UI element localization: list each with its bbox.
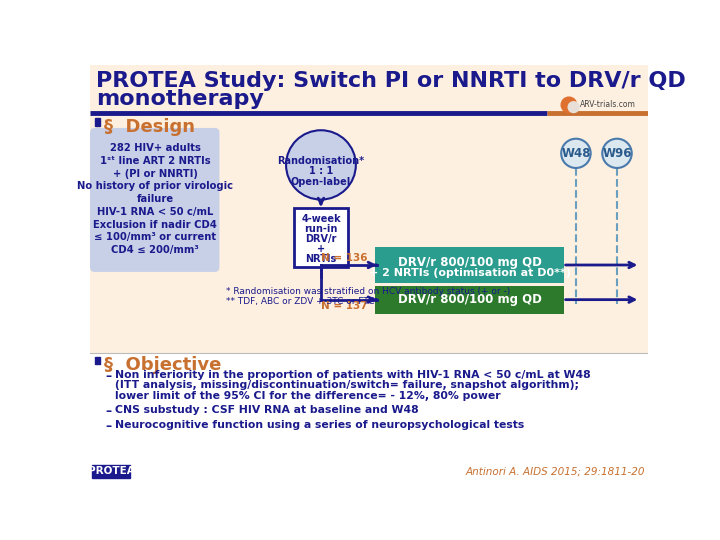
Text: ARV-trials.com: ARV-trials.com: [580, 100, 636, 109]
Text: N = 136: N = 136: [321, 253, 367, 264]
Bar: [90, 65, 648, 354]
Text: §  Design: § Design: [104, 118, 195, 136]
Text: –: –: [106, 420, 112, 433]
Text: Neurocognitive function using a series of neuropsychological tests: Neurocognitive function using a series o…: [114, 420, 524, 430]
Text: W96: W96: [602, 147, 631, 160]
Text: CD4 ≤ 200/mm³: CD4 ≤ 200/mm³: [111, 245, 199, 255]
Circle shape: [602, 139, 631, 168]
Text: + (PI or NNRTI): + (PI or NNRTI): [112, 168, 197, 179]
Circle shape: [561, 97, 577, 112]
Text: W48: W48: [561, 147, 590, 160]
Text: + 2 NRTIs (optimisation at D0**): + 2 NRTIs (optimisation at D0**): [369, 268, 571, 278]
Text: 4-week: 4-week: [301, 214, 341, 224]
Text: Randomisation*: Randomisation*: [277, 156, 364, 166]
Text: run-in: run-in: [305, 224, 338, 234]
Text: +: +: [317, 244, 325, 254]
Text: lower limit of the 95% CI for the difference= - 12%, 80% power: lower limit of the 95% CI for the differ…: [114, 390, 500, 401]
Text: Exclusion if nadir CD4: Exclusion if nadir CD4: [93, 220, 217, 229]
Text: DRV/r: DRV/r: [305, 234, 337, 244]
Text: DRV/r 800/100 mg QD: DRV/r 800/100 mg QD: [398, 294, 541, 307]
Circle shape: [286, 130, 356, 200]
Bar: [94, 356, 100, 365]
Text: Open-label: Open-label: [291, 177, 351, 187]
Text: CNS substudy : CSF HIV RNA at baseline and W48: CNS substudy : CSF HIV RNA at baseline a…: [114, 405, 418, 415]
Text: PROTEA Study: Switch PI or NNRTI to DRV/r QD: PROTEA Study: Switch PI or NNRTI to DRV/…: [96, 71, 686, 91]
Bar: [94, 118, 100, 126]
Text: ≤ 100/mm³ or current: ≤ 100/mm³ or current: [94, 232, 216, 242]
FancyBboxPatch shape: [375, 286, 564, 314]
Text: (ITT analysis, missing/discontinuation/switch= failure, snapshot algorithm);: (ITT analysis, missing/discontinuation/s…: [114, 381, 579, 390]
Circle shape: [568, 102, 579, 112]
Text: DRV/r 800/100 mg QD: DRV/r 800/100 mg QD: [398, 256, 541, 269]
Text: monotherapy: monotherapy: [96, 90, 264, 110]
Text: HIV-1 RNA < 50 c/mL: HIV-1 RNA < 50 c/mL: [97, 207, 213, 217]
Text: 282 HIV+ adults: 282 HIV+ adults: [109, 143, 201, 153]
Text: –: –: [106, 405, 112, 418]
Text: §  Objective: § Objective: [104, 356, 221, 374]
FancyBboxPatch shape: [294, 208, 348, 267]
Text: –: –: [106, 370, 112, 383]
Text: ** TDF, ABC or ZDV + 3TC or FTC: ** TDF, ABC or ZDV + 3TC or FTC: [225, 296, 374, 306]
Text: failure: failure: [137, 194, 174, 204]
Text: 1 : 1: 1 : 1: [309, 166, 333, 177]
Bar: [90, 354, 648, 481]
Text: Antinori A. AIDS 2015; 29:1811-20: Antinori A. AIDS 2015; 29:1811-20: [465, 467, 645, 476]
Bar: [92, 465, 130, 477]
Text: * Randomisation was stratified on HCV antibody status (+ or -): * Randomisation was stratified on HCV an…: [225, 287, 510, 295]
Text: Non inferiority in the proportion of patients with HIV-1 RNA < 50 c/mL at W48: Non inferiority in the proportion of pat…: [114, 370, 590, 381]
FancyBboxPatch shape: [90, 128, 220, 272]
Text: NRTIs: NRTIs: [305, 254, 336, 264]
Circle shape: [561, 139, 590, 168]
FancyBboxPatch shape: [375, 247, 564, 284]
Text: 1ˢᵗ line ART 2 NRTIs: 1ˢᵗ line ART 2 NRTIs: [100, 156, 210, 166]
Text: PROTEA: PROTEA: [88, 467, 135, 476]
Text: No history of prior virologic: No history of prior virologic: [77, 181, 233, 192]
Text: N = 137: N = 137: [321, 301, 367, 311]
